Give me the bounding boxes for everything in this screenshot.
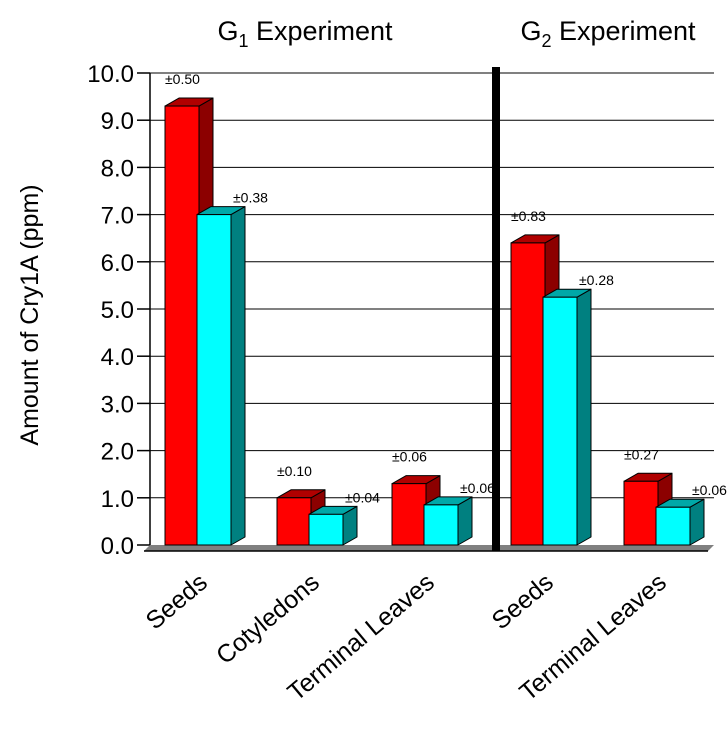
y-axis: 0.0 1.0 2.0 3.0 4.0 5.0 6.0 7.0 8.0 9.0 10.0 [87, 61, 151, 560]
data-labels: ±0.50 ±0.38 ±0.10 ±0.04 ±0.06 ±0.06 ±0.83 ±0.28… [165, 71, 727, 505]
error-label: ±0.38 [233, 190, 268, 206]
error-label: ±0.50 [165, 71, 200, 87]
group-title: G1 Experiment [217, 16, 393, 51]
error-label: ±0.04 [345, 489, 380, 505]
y-tick-label: 2.0 [101, 439, 134, 466]
floor-slab [144, 545, 714, 551]
y-tick-label: 9.0 [101, 108, 134, 135]
category-label: Seeds [141, 568, 213, 635]
group-title: G2 Experiment [520, 16, 696, 51]
y-tick-label: 3.0 [101, 391, 134, 418]
group-divider [492, 67, 500, 551]
bar [542, 288, 592, 546]
bar [655, 498, 705, 546]
bar [423, 496, 473, 546]
error-label: ±0.06 [692, 482, 727, 498]
y-tick-label: 6.0 [101, 250, 134, 277]
bar [196, 206, 246, 546]
y-tick-label: 4.0 [101, 344, 134, 371]
bars [164, 67, 705, 551]
category-label: Seeds [487, 568, 559, 635]
bar [308, 505, 358, 546]
error-label: ±0.06 [460, 480, 495, 496]
error-label: ±0.83 [511, 208, 546, 224]
category-label: Cotyledons [211, 568, 325, 670]
y-tick-label: 8.0 [101, 155, 134, 182]
y-tick-label: 1.0 [101, 486, 134, 513]
y-tick-label: 7.0 [101, 203, 134, 230]
group-titles: G1 Experiment G2 Experiment [217, 16, 696, 51]
error-label: ±0.06 [392, 449, 427, 465]
y-axis-title: Amount of Cry1A (ppm) [16, 184, 44, 445]
error-label: ±0.10 [277, 463, 312, 479]
y-tick-label: 5.0 [101, 297, 134, 324]
error-label: ±0.28 [579, 272, 614, 288]
chart-floor [144, 545, 714, 552]
y-tick-label: 0.0 [101, 533, 134, 560]
y-tick-label: 10.0 [87, 61, 134, 88]
error-label: ±0.27 [624, 446, 659, 462]
